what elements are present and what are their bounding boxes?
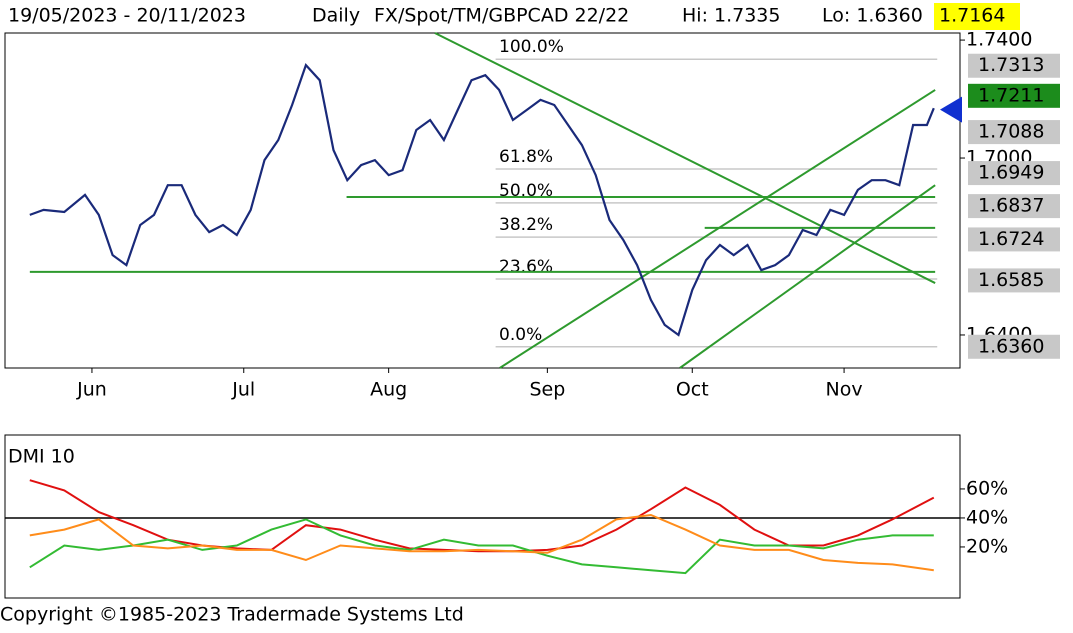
last-box (934, 3, 1020, 30)
price-label-box (968, 334, 1060, 359)
price-label: 1.6837 (978, 195, 1044, 217)
y-tick-label: 40% (966, 506, 1008, 528)
price-frame (4, 32, 961, 369)
series-line (29, 513, 934, 572)
price-label: 1.7211 (978, 84, 1044, 106)
price-label-box (968, 268, 1060, 293)
price-label: 1.7313 (978, 54, 1044, 76)
x-tick-label: Nov (826, 379, 863, 401)
x-tick-label: Aug (370, 379, 407, 401)
header-low: Lo: 1.6360 (822, 5, 923, 27)
fib-label: 23.6% (499, 257, 553, 277)
price-label: 1.6360 (978, 335, 1044, 357)
header-period: Daily (312, 5, 360, 27)
dmi-title: DMI 10 (8, 446, 75, 468)
price-label-box (968, 83, 1060, 108)
last-price: 1.7164 (939, 5, 1005, 27)
header-range: 19/05/2023 - 20/11/2023 (8, 5, 246, 27)
fib-label: 100.0% (499, 37, 564, 57)
price-label-box (968, 53, 1060, 78)
price-label-box (968, 194, 1060, 219)
footer: Copyright ©1985-2023 Tradermade Systems … (0, 604, 464, 626)
series-line (29, 479, 935, 553)
price-label: 1.6949 (978, 162, 1044, 184)
x-tick-label: Oct (676, 379, 709, 401)
x-tick-label: Jun (76, 379, 107, 401)
price-label-box (968, 227, 1060, 252)
last-marker (940, 96, 962, 123)
series-line (29, 518, 934, 575)
trend-line (434, 32, 936, 284)
price-label: 1.7088 (978, 121, 1044, 143)
fib-label: 61.8% (499, 147, 553, 167)
price-label-box (968, 120, 1060, 145)
trend-line (679, 184, 936, 369)
price-label: 1.6585 (978, 269, 1044, 291)
x-tick-label: Jul (231, 379, 255, 401)
header-symbol: FX/Spot/TM/GBPCAD 22/22 (374, 5, 629, 27)
fib-label: 0.0% (499, 325, 542, 345)
y-tick-label: 1.7400 (966, 29, 1032, 51)
fib-label: 38.2% (499, 215, 553, 235)
y-tick-label: 20% (966, 535, 1008, 557)
series-line (29, 62, 935, 337)
fib-label: 50.0% (499, 181, 553, 201)
x-tick-label: Sep (529, 379, 565, 401)
trend-line (499, 89, 936, 369)
y-tick-label: 60% (966, 477, 1008, 499)
dmi-frame (4, 434, 961, 599)
header-high: Hi: 1.7335 (682, 5, 781, 27)
price-label-box (968, 161, 1060, 186)
price-label: 1.6724 (978, 228, 1044, 250)
